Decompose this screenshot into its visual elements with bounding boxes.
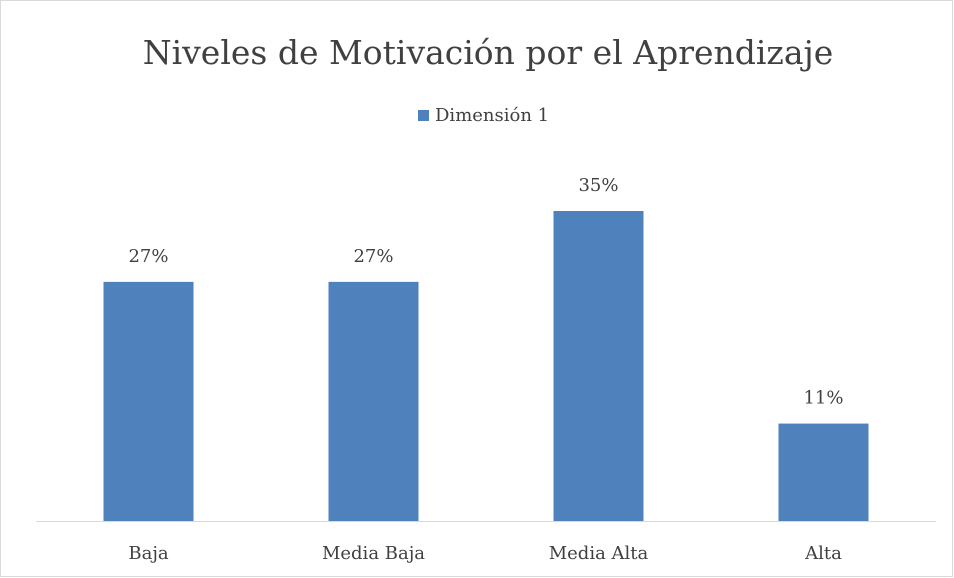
legend-swatch bbox=[418, 110, 429, 121]
data-label: 27% bbox=[353, 246, 393, 267]
x-tick-label: Baja bbox=[128, 543, 169, 564]
data-label: 11% bbox=[803, 388, 843, 409]
legend-label: Dimensión 1 bbox=[435, 105, 549, 126]
data-label: 27% bbox=[128, 246, 168, 267]
bar bbox=[328, 281, 419, 521]
chart-title: Niveles de Motivación por el Aprendizaje bbox=[143, 33, 834, 72]
x-tick-label: Alta bbox=[804, 543, 842, 564]
data-label: 35% bbox=[578, 175, 618, 196]
x-tick-label: Media Baja bbox=[322, 543, 425, 564]
bar bbox=[103, 281, 194, 521]
x-tick-label: Media Alta bbox=[549, 543, 649, 564]
bar bbox=[553, 211, 644, 521]
bar bbox=[778, 423, 869, 521]
